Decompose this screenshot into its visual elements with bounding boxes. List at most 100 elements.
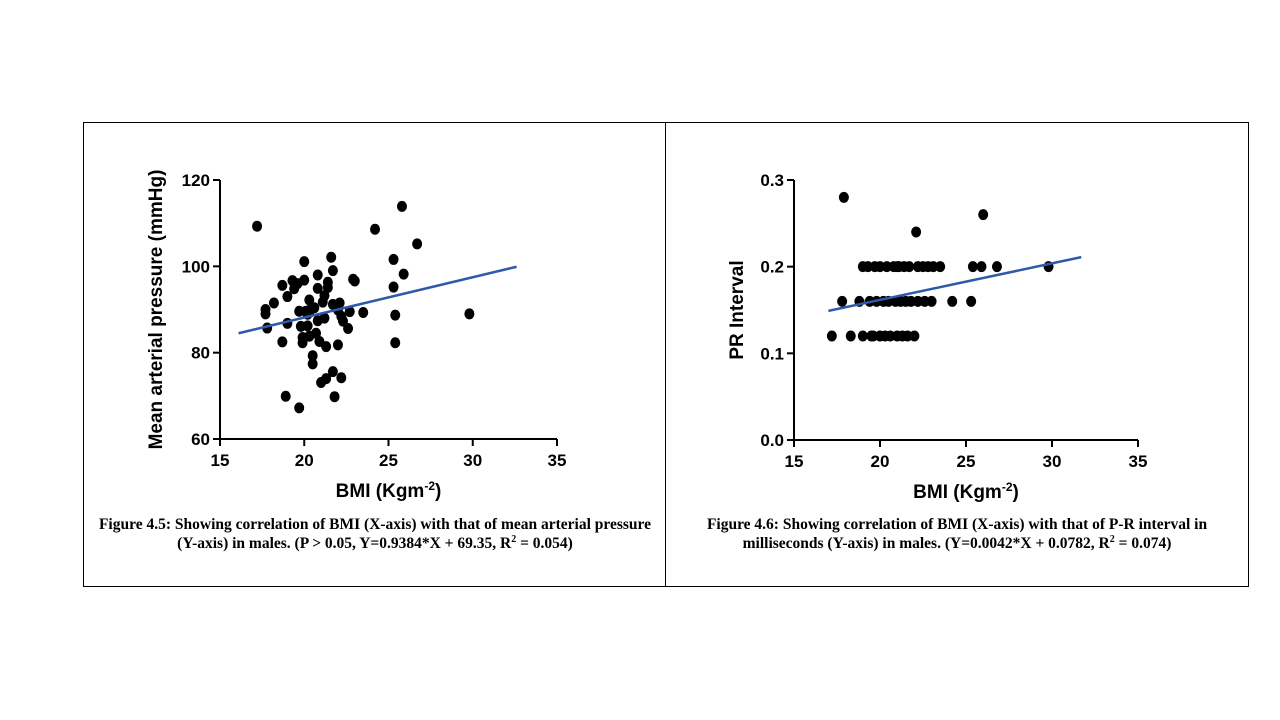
- y-tick-label: 0.2: [760, 258, 784, 277]
- data-point: [294, 402, 305, 414]
- data-point: [327, 265, 338, 277]
- data-point: [838, 191, 849, 203]
- data-point: [358, 307, 369, 319]
- y-tick-label: 0.1: [760, 344, 784, 363]
- data-point: [862, 261, 873, 273]
- x-tick-label: 25: [957, 452, 976, 471]
- data-point: [349, 275, 360, 287]
- data-point: [388, 281, 399, 293]
- data-point: [904, 261, 915, 273]
- data-point: [396, 200, 407, 212]
- data-point: [390, 337, 401, 349]
- y-tick-label: 0.3: [760, 171, 784, 190]
- data-point: [277, 336, 288, 348]
- data-point: [319, 290, 330, 302]
- data-point: [978, 209, 989, 221]
- x-axis-label: BMI (Kgm-2): [913, 480, 1019, 503]
- data-point: [398, 268, 409, 280]
- data-point: [905, 295, 916, 307]
- data-point: [332, 339, 343, 351]
- y-axis-label: PR Interval: [727, 260, 748, 359]
- data-point: [260, 308, 271, 320]
- data-point: [282, 291, 293, 303]
- caption-1-sup: 2: [511, 533, 517, 545]
- figure-caption-2: Figure 4.6: Showing correlation of BMI (…: [677, 515, 1237, 553]
- data-point: [302, 320, 313, 332]
- x-tick-label: 25: [379, 451, 398, 470]
- data-point: [268, 297, 279, 309]
- data-point: [464, 308, 475, 320]
- x-tick-label: 35: [548, 451, 567, 470]
- data-point: [967, 261, 978, 273]
- data-point: [304, 294, 315, 306]
- y-tick-label: 100: [182, 257, 210, 276]
- data-point: [327, 366, 338, 378]
- x-tick-label: 15: [211, 451, 230, 470]
- x-tick-label: 20: [295, 451, 314, 470]
- data-point: [329, 391, 340, 403]
- data-point: [857, 330, 868, 342]
- data-point: [297, 337, 308, 349]
- data-point: [252, 220, 263, 232]
- caption-2-sup: 2: [1109, 533, 1115, 545]
- data-point: [875, 261, 885, 273]
- data-point: [845, 330, 856, 342]
- data-point: [881, 261, 892, 273]
- data-point: [991, 261, 1002, 273]
- caption-2-main: Figure 4.6: Showing correlation of BMI (…: [706, 516, 1208, 552]
- y-tick-label: 80: [191, 344, 210, 363]
- data-point: [321, 373, 332, 385]
- data-point: [868, 330, 879, 342]
- data-point: [334, 297, 345, 309]
- panel-divider: [665, 122, 666, 587]
- y-axis-label: Mean arterial pressure (mmHg): [146, 170, 167, 450]
- regression-line: [238, 265, 517, 335]
- data-point: [911, 226, 922, 238]
- data-point: [343, 322, 354, 334]
- data-point: [322, 281, 333, 293]
- y-tick-label: 60: [191, 430, 210, 449]
- data-point: [912, 295, 923, 307]
- data-point: [336, 372, 347, 384]
- data-point: [935, 261, 946, 273]
- data-point: [326, 251, 337, 263]
- data-point: [976, 261, 987, 273]
- data-point: [312, 269, 323, 281]
- data-point: [280, 390, 291, 402]
- data-point: [309, 302, 320, 314]
- data-point: [307, 358, 318, 370]
- x-tick-label: 30: [463, 451, 482, 470]
- data-point: [926, 295, 937, 307]
- data-point: [299, 256, 310, 268]
- data-point: [388, 253, 399, 265]
- caption-1-tail: = 0.054): [516, 535, 573, 552]
- data-point: [277, 279, 288, 291]
- caption-2-tail: = 0.074): [1114, 535, 1172, 552]
- figure-frame: [83, 122, 1249, 587]
- data-point: [299, 274, 310, 286]
- data-point: [370, 223, 381, 235]
- data-point: [321, 341, 332, 353]
- x-tick-label: 30: [1043, 452, 1062, 471]
- y-tick-label: 0.0: [760, 431, 784, 450]
- data-point: [837, 295, 848, 307]
- data-point: [307, 350, 318, 362]
- caption-1-main: Figure 4.5: Showing correlation of BMI (…: [98, 516, 652, 552]
- data-point: [947, 295, 958, 307]
- data-point: [311, 327, 322, 339]
- data-point: [885, 330, 896, 342]
- x-tick-label: 35: [1129, 452, 1148, 471]
- data-point: [344, 306, 355, 318]
- regression-line: [828, 255, 1082, 313]
- data-point: [319, 312, 330, 324]
- data-point: [902, 330, 913, 342]
- data-point: [966, 295, 977, 307]
- data-point: [919, 295, 930, 307]
- x-tick-label: 15: [785, 452, 804, 471]
- data-point: [412, 238, 423, 250]
- x-axis-label: BMI (Kgm-2): [336, 479, 442, 502]
- data-point: [826, 330, 837, 342]
- data-point: [928, 261, 939, 273]
